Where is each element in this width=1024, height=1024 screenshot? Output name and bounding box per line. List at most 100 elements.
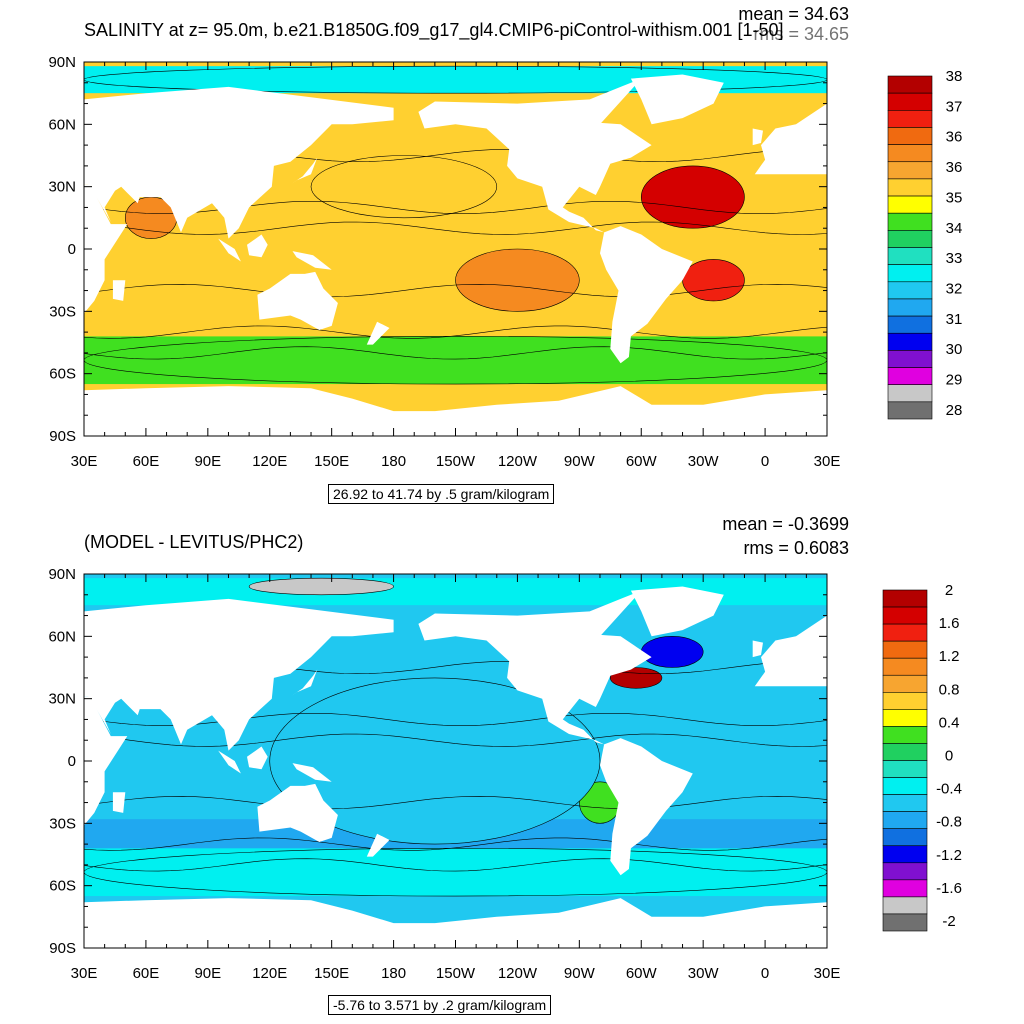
y-tick-label: 90N <box>48 54 76 71</box>
x-tick-label: 30E <box>71 965 98 982</box>
salinity-region <box>609 667 663 689</box>
colorbar-swatch <box>882 606 928 625</box>
colorbar-swatch <box>882 828 928 847</box>
land-mass <box>84 184 128 314</box>
chart-title: (MODEL - LEVITUS/PHC2) <box>84 532 304 552</box>
land-mass <box>84 696 128 826</box>
contour-line <box>84 795 827 810</box>
y-tick-label: 60N <box>48 628 76 645</box>
y-tick-label: 90S <box>49 428 76 445</box>
land-mass <box>752 640 763 658</box>
mean-stat: mean = -0.3699 <box>722 514 849 534</box>
land-mass <box>630 586 724 637</box>
colorbar-swatch <box>882 913 928 932</box>
x-tick-label: 30E <box>814 453 841 470</box>
colorbar-swatch <box>882 811 928 829</box>
colorbar-label: 37 <box>946 98 963 115</box>
y-tick-label: 30N <box>48 179 76 196</box>
colorbar-label: 29 <box>946 372 963 389</box>
colorbar-swatch <box>882 709 928 727</box>
x-tick-label: 30W <box>688 453 720 470</box>
land-mass <box>84 386 827 436</box>
colorbar: 2 1.6 1.2 0.8 0.4 0 -0.4 -0.8 -1.2 -1.6 -2 <box>882 582 962 932</box>
land-mass <box>418 78 652 233</box>
x-tick-label: 90E <box>194 965 221 982</box>
land-mass <box>290 157 318 185</box>
colorbar-swatch <box>887 178 933 197</box>
x-tick-label: 60E <box>133 453 160 470</box>
colorbar-swatch <box>887 92 933 111</box>
colorbar-swatch <box>882 589 928 608</box>
colorbar-label: 35 <box>946 189 963 206</box>
land-mass <box>630 74 724 125</box>
y-tick-label: 60S <box>49 878 76 895</box>
colorbar-label: 31 <box>946 311 963 328</box>
salinity-region <box>84 847 827 897</box>
land-mass <box>84 898 827 948</box>
land-mass <box>112 792 126 813</box>
colorbar-label: -0.8 <box>936 814 962 831</box>
colorbar-swatch <box>887 127 933 145</box>
difference-panel: 30E 60E 90E 120E 150E 180 150W 120W 90W 60W 30W 0 30… <box>0 512 1024 1024</box>
colorbar-label: 0.8 <box>939 681 960 698</box>
x-tick-label: 120E <box>252 453 287 470</box>
colorbar-label: 0 <box>945 748 953 765</box>
colorbar-swatch <box>882 674 928 693</box>
colorbar-swatch <box>887 247 933 265</box>
contour-line <box>84 325 827 339</box>
mean-stat: mean = 34.63 <box>738 4 849 24</box>
land-mass <box>744 103 827 175</box>
colorbar: 38 37 36 36 35 34 33 32 31 30 29 28 <box>887 68 963 420</box>
difference-map: 30E 60E 90E 120E 150E 180 150W 120W 90W 60W 30W 0 30… <box>48 566 962 982</box>
land-mass <box>600 738 693 876</box>
salinity-region <box>640 165 745 229</box>
y-tick-label: 0 <box>68 241 76 258</box>
colorbar-swatch <box>887 332 933 351</box>
colorbar-swatch <box>882 862 928 881</box>
colorbar-label: 38 <box>946 68 963 85</box>
colorbar-label: 0.4 <box>939 714 960 731</box>
rms-stat: rms = 34.65 <box>753 24 849 44</box>
contour-line <box>84 283 827 298</box>
salinity-panel: 30E 60E 90E 120E 150E 180 150W 120W 90W 60W 30W 0 30… <box>48 4 963 504</box>
x-tick-label: 0 <box>761 453 769 470</box>
contour-line <box>84 837 827 851</box>
land-mass <box>366 321 390 345</box>
chart-title: SALINITY at z= 95.0m, b.e21.B1850G.f09_g… <box>84 20 784 40</box>
colorbar-swatch <box>882 896 928 915</box>
land-mass <box>247 746 268 770</box>
colorbar-swatch <box>882 726 928 744</box>
land-mass <box>366 833 390 857</box>
colorbar-swatch <box>882 879 928 898</box>
land-mass <box>84 86 394 239</box>
x-tick-label: 60W <box>626 453 658 470</box>
salinity-region <box>310 155 498 219</box>
x-tick-label: 120E <box>252 965 287 982</box>
colorbar-label: 33 <box>946 250 963 267</box>
colorbar-label: -0.4 <box>936 781 962 798</box>
contour-line <box>84 201 827 214</box>
x-tick-label: 90E <box>194 453 221 470</box>
x-tick-label: 0 <box>761 965 769 982</box>
x-tick-label: 30E <box>814 965 841 982</box>
map-plot <box>84 62 827 436</box>
salinity-region <box>682 259 745 302</box>
colorbar-label: -1.6 <box>936 880 962 897</box>
land-mass <box>290 669 318 697</box>
colorbar-swatch <box>882 777 928 795</box>
land-mass <box>112 280 126 301</box>
land-mass <box>600 226 693 364</box>
y-tick-label: 30N <box>48 691 76 708</box>
x-tick-label: 30W <box>688 965 720 982</box>
ocean-band <box>84 321 827 337</box>
land-mass <box>744 615 827 687</box>
land-mass <box>418 590 652 745</box>
colorbar-label: 34 <box>946 220 963 237</box>
x-tick-label: 60E <box>133 965 160 982</box>
contour-line <box>84 713 827 726</box>
colorbar-label: -2 <box>942 913 955 930</box>
colorbar-swatch <box>882 623 928 642</box>
colorbar-swatch <box>887 195 933 214</box>
colorbar-swatch <box>882 692 928 710</box>
colorbar-swatch <box>887 350 933 368</box>
